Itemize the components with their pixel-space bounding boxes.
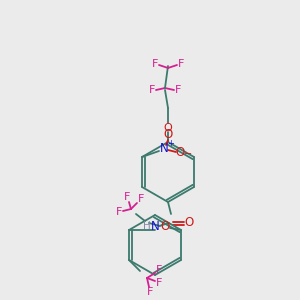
- Text: N: N: [160, 142, 168, 155]
- Text: F: F: [124, 192, 130, 202]
- Text: F: F: [175, 85, 181, 95]
- Text: F: F: [156, 278, 162, 288]
- Text: N: N: [151, 220, 159, 232]
- Text: H: H: [143, 221, 151, 231]
- Text: F: F: [116, 207, 122, 217]
- Text: O: O: [160, 220, 169, 233]
- Text: F: F: [178, 59, 184, 69]
- Text: F: F: [138, 194, 144, 204]
- Text: O: O: [164, 128, 172, 142]
- Text: F: F: [156, 265, 162, 275]
- Text: F: F: [152, 59, 158, 69]
- Text: O: O: [184, 215, 194, 229]
- Text: −: −: [184, 149, 192, 159]
- Text: O: O: [176, 146, 184, 160]
- Text: O: O: [164, 123, 172, 133]
- Text: F: F: [147, 287, 153, 297]
- Text: +: +: [168, 140, 175, 148]
- Text: F: F: [149, 85, 155, 95]
